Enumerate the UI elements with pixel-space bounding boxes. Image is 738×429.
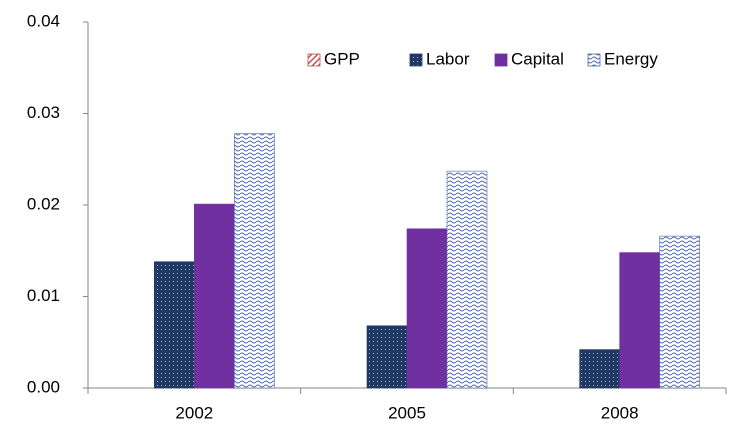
y-tick-label: 0.00	[27, 377, 60, 396]
legend-label: GPP	[324, 49, 360, 68]
legend-swatch	[307, 53, 321, 67]
y-tick-label: 0.02	[27, 194, 60, 213]
bar	[406, 228, 448, 389]
bar	[579, 349, 620, 389]
bar	[619, 252, 660, 389]
y-tick-label: 0.03	[27, 103, 60, 122]
legend-swatch	[409, 53, 423, 67]
x-tick-label: 2005	[388, 403, 426, 422]
y-tick-label: 0.04	[27, 11, 60, 30]
x-tick-label: 2002	[175, 403, 213, 422]
legend-swatch	[587, 53, 601, 67]
legend-label: Energy	[604, 49, 658, 68]
bar	[194, 203, 235, 389]
bar	[659, 235, 700, 389]
legend-swatch	[494, 53, 508, 67]
legend-label: Capital	[511, 49, 564, 68]
bar	[154, 261, 195, 389]
bar	[234, 133, 275, 389]
bar	[366, 325, 408, 389]
x-tick-label: 2008	[601, 403, 639, 422]
legend-label: Labor	[426, 49, 470, 68]
y-tick-label: 0.01	[27, 286, 60, 305]
bar	[446, 170, 488, 389]
